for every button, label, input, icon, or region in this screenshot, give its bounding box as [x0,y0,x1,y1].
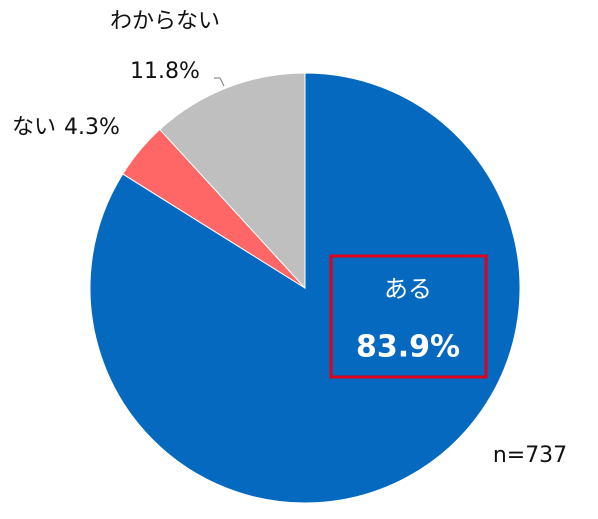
leader-line [214,77,225,87]
pie-slice [159,72,306,290]
pie-slice [89,72,521,504]
slice-label: ない 4.3% [12,115,120,140]
highlight-box [329,254,488,379]
value-label: 11.8% [130,59,200,84]
value-label: 83.9% [356,330,460,365]
sample-size: n=737 [493,443,567,468]
slice-label: ある [384,275,432,303]
slice-label: わからない [110,9,220,34]
value-label: 4.3% [64,115,120,140]
category-name: ない [12,115,56,140]
